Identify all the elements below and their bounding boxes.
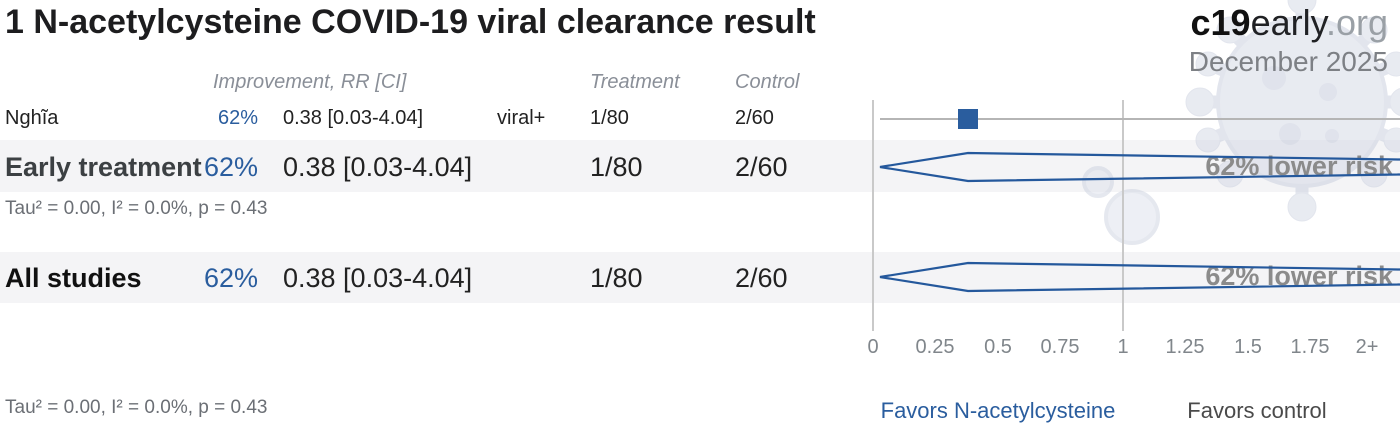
brand-bold: c19 bbox=[1190, 2, 1251, 43]
early-treatment-improvement: 62% bbox=[203, 152, 258, 182]
study-point-estimate-marker bbox=[958, 109, 978, 129]
column-header-treatment: Treatment bbox=[590, 71, 680, 93]
column-header-control: Control bbox=[735, 71, 800, 93]
study-outcome-annotation: viral+ bbox=[497, 107, 546, 129]
study-improvement: 62% bbox=[217, 107, 258, 129]
study-control-events: 2/60 bbox=[735, 107, 774, 129]
all-studies-rr-ci: 0.38 [0.03-4.04] bbox=[283, 263, 473, 293]
favors-treatment-label: Favors N-acetylcysteine bbox=[880, 398, 1116, 423]
page-title: 1 N-acetylcysteine COVID-19 viral cleara… bbox=[5, 3, 816, 41]
axis-tick-125: 1.25 bbox=[1165, 336, 1205, 358]
all-studies-effect-label: 62% lower risk bbox=[1205, 261, 1393, 291]
early-treatment-heterogeneity-stats: Tau² = 0.00, I² = 0.0%, p = 0.43 bbox=[5, 198, 268, 219]
early-treatment-label: Early treatment bbox=[5, 152, 202, 182]
brand-link[interactable]: c19early.org bbox=[1191, 2, 1388, 44]
early-treatment-treatment-events: 1/80 bbox=[590, 152, 643, 182]
all-studies-label: All studies bbox=[5, 263, 142, 293]
axis-tick-15: 1.5 bbox=[1234, 336, 1262, 358]
favors-control-label: Favors control bbox=[1187, 398, 1327, 423]
early-treatment-control-events: 2/60 bbox=[735, 152, 788, 182]
early-treatment-rr-ci: 0.38 [0.03-4.04] bbox=[283, 152, 473, 182]
overall-heterogeneity-stats: Tau² = 0.00, I² = 0.0%, p = 0.43 bbox=[5, 397, 268, 418]
all-studies-control-events: 2/60 bbox=[735, 263, 788, 293]
axis-tick-0: 0 bbox=[867, 336, 879, 358]
axis-tick-2plus: 2+ bbox=[1355, 336, 1379, 358]
report-date: December 2025 bbox=[1188, 46, 1388, 77]
column-header-improvement: Improvement, RR [CI] bbox=[213, 71, 407, 93]
axis-tick-175: 1.75 bbox=[1290, 336, 1330, 358]
study-name[interactable]: Nghĩa bbox=[5, 107, 59, 129]
early-treatment-effect-label: 62% lower risk bbox=[1205, 151, 1393, 181]
all-studies-improvement: 62% bbox=[203, 263, 258, 293]
axis-tick-05: 0.5 bbox=[984, 336, 1012, 358]
study-rr-ci: 0.38 [0.03-4.04] bbox=[283, 107, 424, 129]
study-treatment-events: 1/80 bbox=[590, 107, 629, 129]
axis-tick-025: 0.25 bbox=[915, 336, 955, 358]
axis-tick-1: 1 bbox=[1117, 336, 1129, 358]
axis-tick-075: 0.75 bbox=[1040, 336, 1080, 358]
all-studies-treatment-events: 1/80 bbox=[590, 263, 643, 293]
brand-name: early bbox=[1250, 2, 1326, 43]
brand-tld: .org bbox=[1325, 2, 1388, 43]
